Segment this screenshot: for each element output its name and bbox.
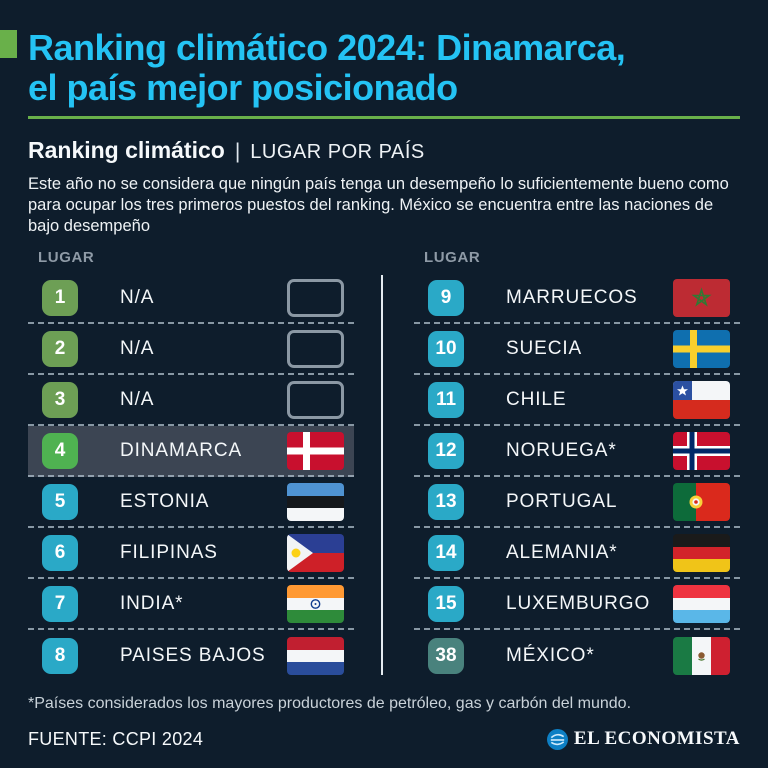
- country-label: NORUEGA*: [505, 439, 617, 461]
- country-label: CHILE: [505, 388, 567, 410]
- rank-badge: 14: [427, 534, 464, 571]
- ranking-row: 13 PORTUGAL: [413, 477, 740, 529]
- ranking-table: LUGAR 1 N/A 2 N/A 3 N/A 4 DINAMARCA: [28, 249, 740, 681]
- section-title: Ranking climático: [28, 137, 225, 164]
- page-title-line2: el país mejor posicionado: [28, 66, 458, 108]
- el-economista-globe-icon: [546, 728, 568, 750]
- rank-badge: 8: [42, 637, 78, 674]
- country-label: INDIA*: [120, 592, 184, 614]
- country-label: N/A: [120, 286, 155, 308]
- section-subtitle: LUGAR POR PAÍS: [250, 141, 425, 164]
- flag-mexico-icon: [673, 636, 730, 675]
- country-label: SUECIA: [505, 337, 583, 359]
- flag-norway-icon: [673, 431, 730, 470]
- country-label: PAISES BAJOS: [120, 644, 266, 666]
- ranking-row: 2 N/A: [28, 324, 355, 376]
- publisher-logo: EL ECONOMISTA: [546, 728, 740, 750]
- rank-badge: 1: [42, 279, 78, 316]
- column-header-lugar-left: LUGAR: [38, 249, 95, 267]
- ranking-row: 7 INDIA*: [28, 579, 355, 631]
- rank-badge: 15: [427, 585, 464, 622]
- country-label: N/A: [120, 388, 155, 410]
- flag-portugal-icon: [673, 482, 730, 521]
- country-label: ESTONIA: [120, 490, 210, 512]
- ranking-row: 12 NORUEGA*: [413, 426, 740, 478]
- section-separator: |: [234, 140, 241, 164]
- footnote-text: *Países considerados los mayores product…: [28, 695, 632, 713]
- flag-india-icon: [287, 584, 345, 623]
- country-label: PORTUGAL: [505, 490, 618, 512]
- flag-sweden-icon: [673, 329, 730, 368]
- rank-badge: 5: [42, 483, 78, 520]
- country-label: MÉXICO*: [505, 644, 595, 666]
- ranking-row-highlighted: 4 DINAMARCA: [28, 426, 355, 478]
- source-label: FUENTE: CCPI 2024: [28, 728, 204, 749]
- publisher-logo-text: EL ECONOMISTA: [573, 728, 740, 749]
- ranking-row: 8 PAISES BAJOS: [28, 630, 354, 681]
- rank-badge: 2: [42, 330, 78, 367]
- ranking-row: 14 ALEMANIA*: [413, 528, 740, 580]
- flag-morocco-icon: [673, 278, 730, 317]
- empty-flag-box: [287, 278, 345, 317]
- ranking-row: 15 LUXEMBURGO: [413, 579, 740, 631]
- country-label: N/A: [120, 337, 155, 359]
- flag-philippines-icon: [287, 533, 345, 572]
- rank-badge: 6: [42, 534, 78, 571]
- rank-badge: 10: [427, 330, 464, 367]
- flag-estonia-icon: [287, 482, 345, 521]
- country-label: LUXEMBURGO: [505, 592, 651, 614]
- title-underline: [28, 116, 740, 120]
- column-header-lugar-right: LUGAR: [423, 249, 481, 267]
- rank-badge: 4: [42, 432, 78, 469]
- empty-flag-box: [287, 380, 345, 419]
- country-label: DINAMARCA: [120, 439, 243, 461]
- flag-netherlands-icon: [287, 636, 345, 675]
- column-divider: [381, 275, 383, 676]
- page-title-line1: Ranking climático 2024: Dinamarca,: [28, 27, 626, 68]
- ranking-row: 5 ESTONIA: [28, 477, 355, 529]
- flag-chile-icon: [673, 380, 730, 419]
- ranking-row: 11 CHILE: [413, 375, 740, 427]
- empty-flag-box: [287, 329, 345, 368]
- ranking-row: 6 FILIPINAS: [28, 528, 355, 580]
- rank-badge: 3: [42, 381, 78, 418]
- rank-badge: 12: [427, 432, 464, 469]
- flag-denmark-icon: [287, 431, 345, 470]
- ranking-row: 1 N/A: [28, 273, 355, 325]
- ranking-row: 3 N/A: [28, 375, 355, 427]
- title-accent-bar: [0, 30, 17, 58]
- rank-badge: 9: [427, 279, 464, 316]
- flag-germany-icon: [673, 533, 730, 572]
- ranking-row: 38 MÉXICO*: [414, 630, 740, 681]
- flag-luxembourg-icon: [673, 584, 730, 623]
- rank-badge: 7: [42, 585, 78, 622]
- rank-badge: 38: [427, 637, 464, 674]
- ranking-row: 10 SUECIA: [413, 324, 740, 376]
- ranking-column-left: LUGAR 1 N/A 2 N/A 3 N/A 4 DINAMARCA: [28, 249, 355, 681]
- ranking-column-right: LUGAR 9 MARRUECOS 10 SUECIA 11 CHILE: [413, 249, 740, 681]
- rank-badge: 13: [427, 483, 464, 520]
- ranking-row: 9 MARRUECOS: [413, 273, 740, 325]
- description-text: Este año no se considera que ningún país…: [28, 175, 729, 236]
- rank-badge: 11: [427, 381, 464, 418]
- country-label: MARRUECOS: [505, 286, 638, 308]
- country-label: ALEMANIA*: [505, 541, 618, 563]
- source-row: FUENTE: CCPI 2024 EL ECONOMISTA: [28, 728, 740, 750]
- section-header: Ranking climático | LUGAR POR PAÍS: [28, 137, 740, 164]
- page-title: Ranking climático 2024: Dinamarca, el pa…: [0, 0, 768, 107]
- country-label: FILIPINAS: [120, 541, 218, 563]
